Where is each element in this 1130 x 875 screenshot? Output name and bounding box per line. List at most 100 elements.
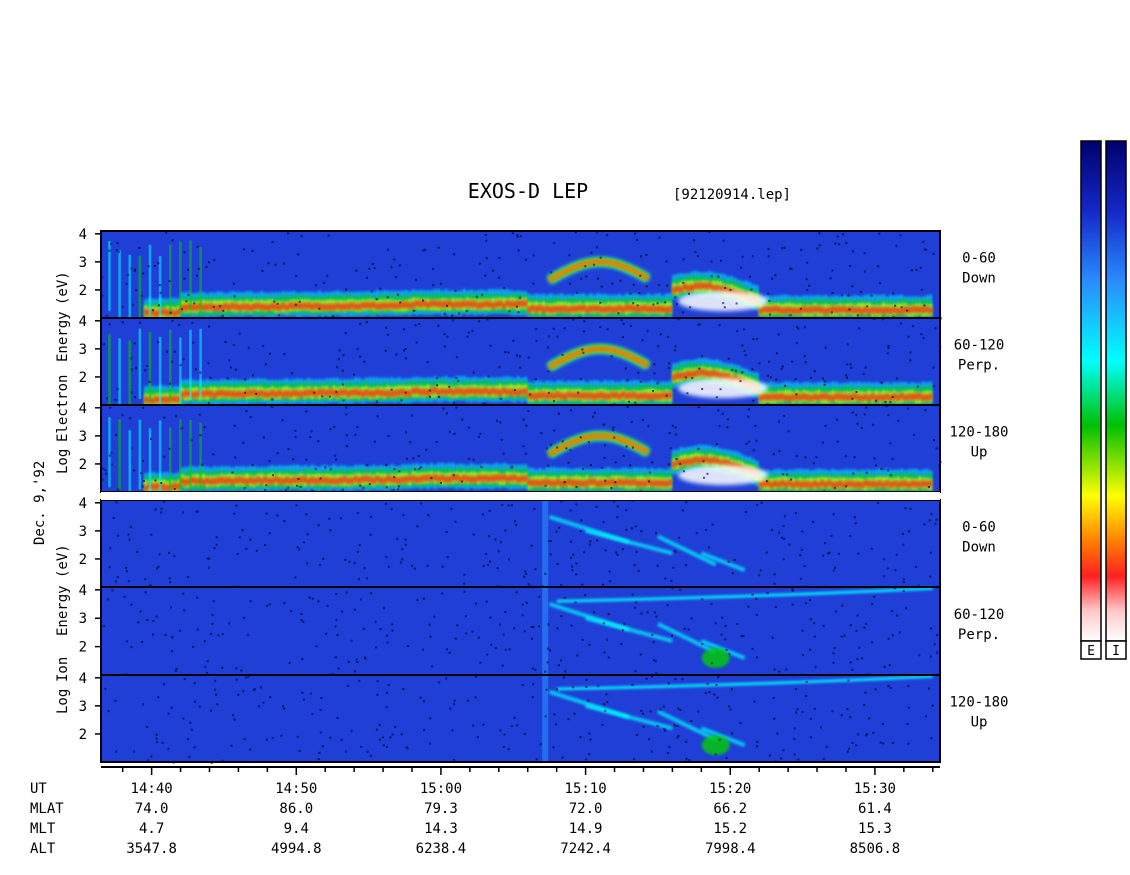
ephemeris-mlat-value: 79.3 (424, 801, 458, 817)
electron-burst (168, 329, 172, 401)
y-tick-label: 4 (79, 671, 87, 687)
colorbar-ion-scale (1105, 140, 1127, 642)
electron-burst (128, 340, 131, 411)
ion-axis-word-3: Energy (55, 585, 71, 636)
axes-group: 0-60 Down 4 3 2 60-120 Perp. 4 3 2 120-180 Up 4 3 2 0-6… (30, 227, 1009, 857)
ephemeris-mlt-value: 15.2 (713, 821, 747, 837)
y-tick-label: 2 (79, 283, 87, 299)
panel-pitch-label: 0-60 (962, 251, 996, 267)
ion-column (542, 500, 549, 587)
electron-burst (138, 255, 142, 326)
y-tick-label: 2 (79, 727, 87, 743)
ephemeris-ut-value: 15:10 (565, 781, 607, 797)
ephemeris-ut-value: 14:50 (275, 781, 317, 797)
ion-streak-1 (585, 616, 673, 643)
panel-pitch-label: 60-120 (954, 338, 1005, 354)
ephemeris-ut-value: 15:00 (420, 781, 462, 797)
spectrogram-panel-3 (100, 404, 942, 501)
ephemeris-row-label: ALT (30, 841, 56, 857)
electron-burst (138, 328, 142, 399)
electron-burst (199, 246, 202, 318)
ephemeris-alt-value: 3547.8 (126, 841, 177, 857)
electron-burst (128, 430, 131, 501)
electron-burst (148, 428, 152, 499)
group-gap (101, 492, 940, 500)
electron-burst (118, 338, 121, 409)
panel-background (101, 587, 940, 675)
ephemeris-mlat-value: 86.0 (279, 801, 313, 817)
electron-hot-core (678, 378, 769, 399)
electron-burst (189, 240, 192, 311)
panel-background (101, 500, 940, 587)
electron-burst (168, 244, 172, 315)
ephemeris-alt-value: 7242.4 (560, 841, 611, 857)
panel-pitch-label: 120-180 (949, 425, 1008, 441)
colorbar-electron: E (1080, 140, 1102, 660)
ephemeris-mlat-value: 72.0 (569, 801, 603, 817)
ephemeris-alt-value: 4994.8 (271, 841, 322, 857)
ephemeris-row-label: MLAT (30, 801, 64, 817)
colorbar-electron-label: E (1087, 644, 1095, 659)
ephemeris-mlt-value: 14.9 (569, 821, 603, 837)
ephemeris-alt-value: 6238.4 (416, 841, 467, 857)
ion-column (542, 587, 549, 675)
spectrogram-panel-4 (100, 499, 941, 589)
y-tick-label: 2 (79, 370, 87, 386)
ephemeris-ut-value: 14:40 (131, 781, 173, 797)
electron-burst (108, 417, 111, 488)
electron-arc-3 (548, 434, 649, 456)
y-tick-label: 3 (79, 429, 87, 445)
date-label: Dec. 9,'92 (32, 461, 48, 545)
ephemeris-row-label: MLT (30, 821, 56, 837)
electron-hot-core (678, 465, 769, 486)
electron-burst (118, 419, 121, 490)
ion-column (542, 675, 549, 762)
electron-arc-3 (548, 347, 649, 369)
panels-group (100, 230, 943, 764)
y-tick-label: 4 (79, 314, 87, 330)
electron-axis-word-4: (eV) (55, 271, 71, 305)
electron-burst (158, 256, 162, 327)
y-tick-label: 2 (79, 457, 87, 473)
panel-background (101, 675, 940, 762)
electron-axis-word-3: Energy (55, 311, 71, 362)
ion-axis-label: Log Ion Energy (eV) (55, 544, 71, 714)
electron-burst (179, 419, 182, 490)
y-tick-label: 4 (79, 401, 87, 417)
electron-burst (189, 419, 192, 491)
ephemeris-alt-value: 7998.4 (705, 841, 756, 857)
electron-burst (189, 329, 192, 400)
colorbar-ion: I (1105, 140, 1127, 660)
electron-burst (199, 328, 202, 399)
electron-burst (108, 240, 111, 312)
ion-streak-2 (657, 709, 717, 742)
panel-direction-label: Down (962, 271, 996, 287)
ion-axis-word-1: Log (55, 689, 71, 714)
y-tick-label: 3 (79, 524, 87, 540)
electron-burst (158, 336, 162, 408)
panel-direction-label: Perp. (958, 627, 1000, 643)
panel-direction-label: Down (962, 540, 996, 556)
y-tick-label: 3 (79, 255, 87, 271)
ephemeris-mlt-value: 4.7 (139, 821, 164, 837)
ion-streak-2 (657, 534, 717, 567)
spectrogram-panel-5 (100, 586, 941, 677)
electron-hot-core (678, 291, 769, 312)
ephemeris-mlat-value: 61.4 (858, 801, 892, 817)
ion-upper-band (556, 586, 933, 603)
electron-burst (199, 422, 202, 493)
electron-axis-label: Log Electron Energy (eV) (55, 271, 71, 474)
ephemeris-ut-value: 15:30 (854, 781, 896, 797)
y-tick-label: 4 (79, 583, 87, 599)
ion-streak-3 (700, 551, 746, 573)
ion-axis-word-2: Ion (55, 657, 71, 682)
electron-burst (148, 331, 152, 402)
ephemeris-ut-value: 15:20 (709, 781, 751, 797)
electron-burst (179, 241, 182, 312)
electron-arc-3 (548, 260, 649, 282)
panel-direction-label: Perp. (958, 358, 1000, 374)
y-tick-label: 2 (79, 640, 87, 656)
electron-burst (168, 427, 172, 498)
spectrogram-panel-6 (100, 674, 941, 764)
